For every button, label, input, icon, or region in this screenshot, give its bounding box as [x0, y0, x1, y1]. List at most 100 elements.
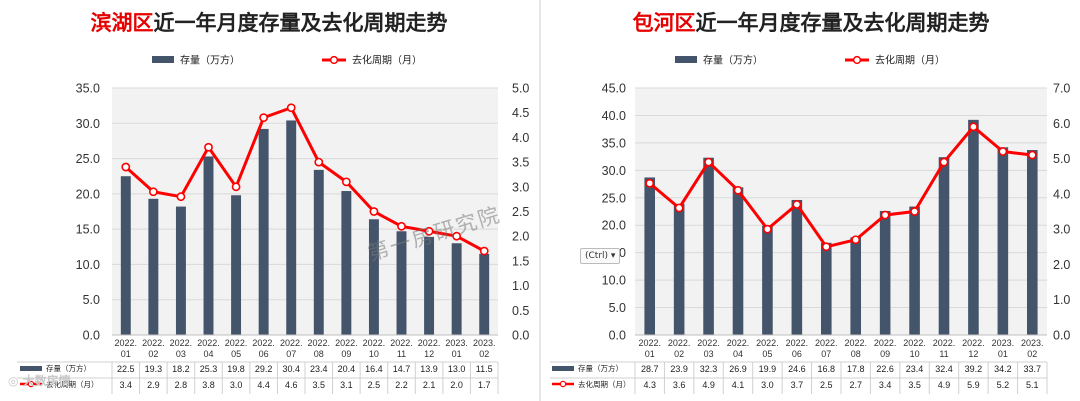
category-label-month: 12 — [968, 349, 978, 359]
y-left-tick-label: 25.0 — [76, 152, 100, 166]
table-cell: 29.2 — [255, 364, 273, 374]
line-point — [763, 224, 772, 234]
line-point — [939, 157, 949, 167]
table-cell: 2.0 — [450, 380, 463, 390]
category-label-year: 2022. — [874, 338, 897, 348]
line-point — [148, 187, 158, 197]
line-point — [314, 157, 324, 167]
y-right-tick-label: 5.0 — [1053, 152, 1070, 166]
table-cell: 4.4 — [257, 380, 270, 390]
y-right-tick-label: 2.5 — [512, 205, 529, 219]
table-cell: 3.0 — [761, 380, 774, 390]
bar — [313, 169, 324, 335]
category-label-month: 10 — [369, 349, 379, 359]
chart-title-rest: 近一年月度存量及去化周期走势 — [695, 11, 990, 35]
bar — [732, 187, 744, 335]
bar — [644, 177, 656, 335]
line-point — [1027, 150, 1037, 160]
table-cell: 2.9 — [147, 380, 160, 390]
category-label-year: 2022. — [844, 338, 867, 348]
table-cell: 24.6 — [788, 364, 806, 374]
line-point — [397, 221, 406, 231]
line-point — [910, 207, 919, 216]
line-point — [674, 203, 684, 213]
y-right-tick-label: 2.0 — [512, 230, 529, 244]
chart-svg-binhu: 0.0 5.0 10.0 15.0 20.0 25.0 30.0 35.0 0.0 0.5 1.0 1… — [17, 54, 529, 394]
table-cell: 26.9 — [729, 364, 747, 374]
y-left-tick-label: 5.0 — [83, 293, 100, 307]
bar — [820, 242, 832, 335]
table-cell: 34.2 — [994, 364, 1012, 374]
line-point — [286, 103, 296, 113]
bar — [879, 210, 891, 335]
category-label-year: 2022. — [786, 338, 809, 348]
legend-key-bar — [675, 56, 697, 63]
table-cell: 3.1 — [340, 380, 353, 390]
y-right-tick-label: 4.0 — [512, 131, 529, 145]
table-key-point — [559, 380, 567, 388]
line-point — [452, 231, 462, 241]
category-label-year: 2022. — [390, 338, 413, 348]
table-cell: 13.9 — [420, 364, 438, 374]
category-label-month: 07 — [286, 349, 296, 359]
y-right-tick-label: 4.0 — [1053, 187, 1070, 201]
category-label-year: 2022. — [668, 338, 691, 348]
category-label-month: 09 — [880, 349, 890, 359]
category-label-month: 05 — [762, 349, 772, 359]
y-right-tick-label: 0.0 — [1053, 329, 1070, 343]
line-point — [341, 177, 351, 187]
legend-label: 去化周期（月） — [352, 54, 422, 67]
line-point — [851, 235, 861, 245]
table-cell: 3.4 — [120, 380, 133, 390]
category-label-year: 2023. — [473, 338, 496, 348]
y-left-tick-label: 15.0 — [76, 223, 100, 237]
table-cell: 14.7 — [393, 364, 411, 374]
y-left-tick-label: 20.0 — [602, 219, 626, 233]
category-label-month: 01 — [121, 349, 131, 359]
y-left-tick-label: 35.0 — [602, 136, 626, 150]
table-key-bar — [552, 366, 574, 371]
bar — [762, 225, 773, 335]
legend-label: 去化周期（月） — [875, 54, 945, 67]
chart-title-highlight: 包河区 — [632, 11, 696, 35]
category-label-year: 2022. — [308, 338, 331, 348]
table-cell: 2.5 — [820, 380, 833, 390]
category-label-month: 02 — [1027, 349, 1037, 359]
line-point — [733, 185, 743, 195]
line-point — [969, 122, 978, 132]
chart-panel-baohe: 包河区近一年月度存量及去化周期走势 0.05.010.015.020.025.0… — [542, 0, 1080, 401]
table-cell: 23.9 — [670, 364, 688, 374]
table-cell: 16.4 — [365, 364, 383, 374]
table-cell: 4.9 — [702, 380, 715, 390]
line-point — [369, 207, 379, 216]
line-point — [880, 210, 890, 220]
table-cell: 3.5 — [313, 380, 326, 390]
bar — [673, 203, 685, 335]
table-cell: 19.9 — [759, 364, 777, 374]
table-cell: 17.8 — [847, 364, 865, 374]
bar — [791, 199, 803, 335]
plot-area — [112, 88, 498, 335]
category-label-month: 10 — [910, 349, 920, 359]
y-left-tick-label: 40.0 — [602, 109, 626, 123]
chart-title: 滨湖区近一年月度存量及去化周期走势 — [0, 7, 538, 37]
category-label-month: 04 — [733, 349, 743, 359]
y-left-tick-label: 30.0 — [76, 117, 100, 131]
table-cell: 1.7 — [478, 380, 491, 390]
table-cell: 2.5 — [368, 380, 381, 390]
table-key-point — [27, 380, 35, 388]
bar — [479, 253, 490, 335]
table-cell: 23.4 — [906, 364, 924, 374]
category-label-year: 2022. — [197, 338, 220, 348]
table-cell: 16.8 — [818, 364, 836, 374]
table-cell: 5.1 — [1026, 380, 1039, 390]
paste-options-button[interactable]: (Ctrl) ▾ — [580, 248, 621, 264]
bar — [396, 231, 407, 335]
category-label-year: 2022. — [335, 338, 358, 348]
table-cell: 30.4 — [282, 364, 300, 374]
table-cell: 13.0 — [448, 364, 466, 374]
y-left-tick-label: 35.0 — [76, 82, 100, 96]
series-line — [648, 125, 1033, 249]
table-row-label: 去化周期（月） — [578, 379, 631, 389]
line-point — [479, 246, 489, 256]
